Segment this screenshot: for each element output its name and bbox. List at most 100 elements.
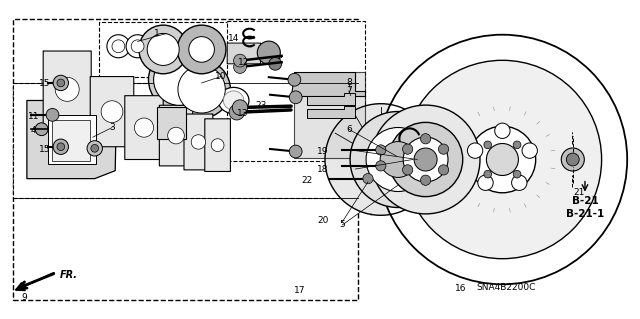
Text: B-21-1: B-21-1: [566, 209, 605, 219]
Circle shape: [35, 123, 48, 136]
Text: SNA4B2200C: SNA4B2200C: [476, 283, 535, 292]
Circle shape: [148, 49, 210, 110]
Circle shape: [484, 141, 492, 149]
Circle shape: [388, 122, 463, 197]
Circle shape: [376, 145, 386, 155]
Text: 12: 12: [237, 58, 249, 67]
Polygon shape: [291, 72, 365, 96]
Polygon shape: [325, 104, 436, 215]
Circle shape: [511, 175, 527, 190]
FancyBboxPatch shape: [159, 105, 193, 166]
Circle shape: [232, 100, 248, 115]
Circle shape: [57, 143, 65, 151]
Circle shape: [495, 123, 510, 138]
Circle shape: [484, 170, 492, 178]
Circle shape: [350, 112, 446, 207]
Circle shape: [288, 73, 301, 86]
Polygon shape: [294, 72, 365, 158]
FancyBboxPatch shape: [125, 96, 163, 160]
Circle shape: [561, 148, 584, 171]
Text: 9: 9: [22, 293, 27, 302]
Circle shape: [566, 153, 579, 166]
Circle shape: [154, 54, 205, 105]
Circle shape: [513, 170, 521, 178]
Circle shape: [173, 61, 230, 118]
Polygon shape: [355, 134, 406, 185]
Circle shape: [513, 141, 521, 149]
FancyBboxPatch shape: [90, 77, 134, 147]
Circle shape: [438, 165, 449, 175]
Circle shape: [376, 161, 386, 171]
Circle shape: [378, 35, 627, 284]
Circle shape: [403, 137, 448, 182]
Circle shape: [91, 145, 99, 152]
Circle shape: [257, 41, 280, 64]
Polygon shape: [307, 93, 355, 105]
Circle shape: [229, 105, 244, 120]
Circle shape: [403, 165, 413, 175]
Bar: [99, 22, 278, 77]
Circle shape: [469, 126, 536, 193]
Text: 1: 1: [154, 29, 159, 38]
Circle shape: [131, 40, 144, 53]
Text: 14: 14: [228, 34, 239, 43]
Circle shape: [289, 91, 302, 104]
Circle shape: [420, 175, 431, 185]
Text: 17: 17: [294, 286, 305, 295]
Circle shape: [403, 60, 602, 259]
Circle shape: [139, 25, 188, 74]
Polygon shape: [307, 106, 355, 118]
Circle shape: [289, 145, 302, 158]
Bar: [13, 83, 358, 198]
Circle shape: [112, 40, 125, 53]
Circle shape: [189, 37, 214, 62]
Text: 18: 18: [317, 165, 329, 174]
Bar: [48, 115, 96, 164]
Circle shape: [126, 35, 149, 58]
Circle shape: [371, 105, 480, 214]
Text: FR.: FR.: [60, 270, 77, 280]
Text: 13: 13: [237, 109, 249, 118]
Circle shape: [403, 144, 413, 154]
Circle shape: [420, 134, 431, 144]
Circle shape: [57, 79, 65, 87]
FancyBboxPatch shape: [227, 43, 260, 64]
Text: 20: 20: [317, 216, 329, 225]
Circle shape: [46, 108, 59, 121]
Circle shape: [177, 25, 226, 74]
Text: 11: 11: [28, 112, 39, 121]
Text: 4: 4: [31, 126, 36, 135]
Circle shape: [101, 101, 123, 122]
Circle shape: [234, 54, 246, 67]
Text: 8: 8: [346, 78, 351, 87]
Text: 22: 22: [301, 176, 313, 185]
Circle shape: [438, 144, 449, 154]
Bar: [52, 120, 90, 161]
Circle shape: [55, 77, 79, 101]
Text: 15: 15: [39, 145, 51, 154]
Text: 7: 7: [346, 86, 351, 95]
FancyBboxPatch shape: [205, 119, 230, 172]
Circle shape: [269, 57, 282, 70]
Text: 6: 6: [346, 125, 351, 134]
Text: 19: 19: [317, 147, 329, 156]
FancyBboxPatch shape: [43, 51, 92, 128]
Circle shape: [467, 143, 483, 158]
Text: 15: 15: [39, 79, 51, 88]
Circle shape: [53, 139, 68, 154]
Circle shape: [168, 127, 184, 144]
Text: 16: 16: [455, 284, 467, 293]
Circle shape: [134, 118, 154, 137]
Ellipse shape: [218, 87, 249, 114]
Circle shape: [147, 33, 179, 65]
Text: 5: 5: [340, 220, 345, 229]
Text: B-21: B-21: [572, 196, 599, 206]
Circle shape: [53, 75, 68, 91]
Text: 21: 21: [573, 189, 585, 197]
Circle shape: [211, 139, 224, 152]
Ellipse shape: [223, 91, 244, 110]
Text: 10: 10: [215, 72, 227, 81]
Text: 23: 23: [255, 101, 267, 110]
Bar: [227, 21, 365, 161]
Circle shape: [178, 66, 225, 113]
